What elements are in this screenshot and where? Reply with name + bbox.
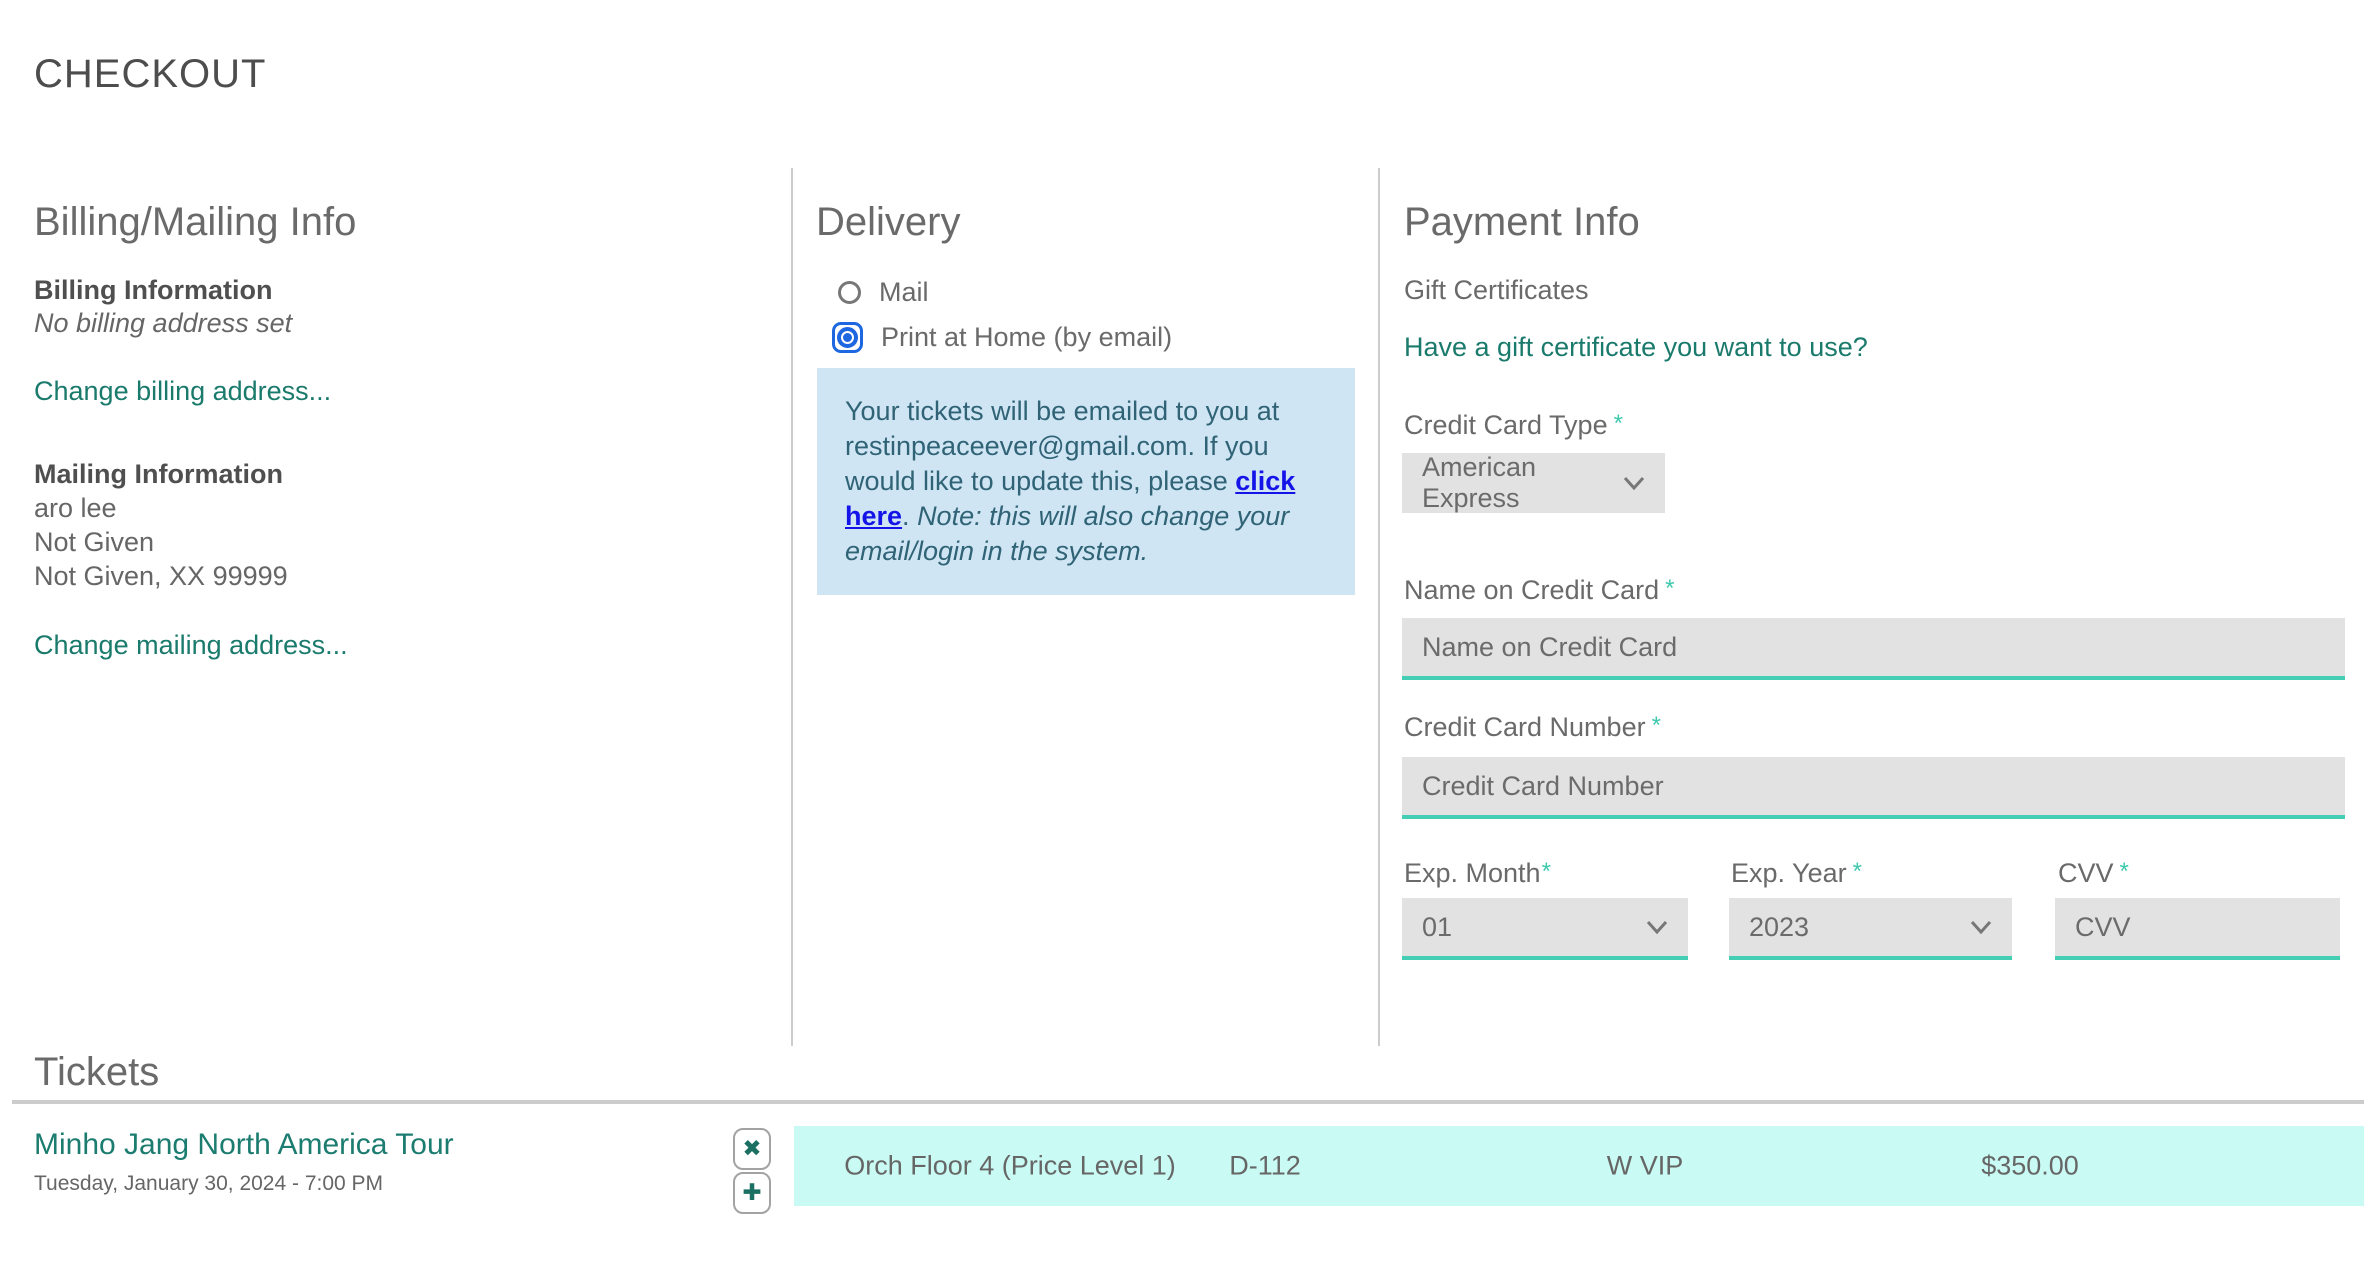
event-datetime: Tuesday, January 30, 2024 - 7:00 PM: [34, 1172, 384, 1195]
exp-month-label: Exp. Month*: [1404, 858, 1551, 888]
notice-note-italic: Note: this will also change your email/l…: [845, 501, 1290, 566]
card-type-value: American Express: [1422, 452, 1537, 513]
click-here-link[interactable]: click here: [845, 466, 1296, 531]
billing-address-value: No billing address set: [34, 308, 293, 338]
ticket-type: W VIP: [1606, 1150, 1684, 1181]
exp-month-select[interactable]: 01: [1402, 898, 1688, 960]
delivery-option-mail[interactable]: Mail: [838, 277, 929, 308]
gift-certificate-link[interactable]: Have a gift certificate you want to use?: [1404, 332, 1868, 362]
remove-ticket-button[interactable]: ✖: [733, 1128, 771, 1170]
cvv-label: CVV *: [2058, 858, 2129, 888]
tickets-divider: [12, 1100, 2364, 1104]
ticket-price: $350.00: [1981, 1150, 2079, 1181]
column-divider: [791, 168, 793, 1046]
cvv-input[interactable]: [2055, 898, 2340, 960]
email-delivery-notice: Your tickets will be emailed to you at r…: [817, 368, 1355, 595]
plus-icon: ✚: [742, 1180, 762, 1206]
notice-text: Your tickets will be emailed to you at r…: [845, 396, 1280, 496]
mailing-street: Not Given: [34, 527, 155, 557]
add-ticket-button[interactable]: ✚: [733, 1172, 771, 1214]
card-number-input[interactable]: [1402, 757, 2345, 819]
delivery-option-mail-label: Mail: [879, 277, 929, 307]
required-asterisk: *: [1852, 858, 1862, 885]
required-asterisk: *: [1651, 712, 1661, 739]
event-title-link[interactable]: Minho Jang North America Tour: [34, 1128, 454, 1161]
ticket-row[interactable]: Orch Floor 4 (Price Level 1) D-112 W VIP…: [794, 1126, 2364, 1206]
x-icon: ✖: [742, 1136, 762, 1162]
required-asterisk: *: [1541, 858, 1551, 885]
column-divider: [1378, 168, 1380, 1046]
delivery-option-print-at-home[interactable]: Print at Home (by email): [832, 322, 1172, 353]
radio-unselected-icon[interactable]: [838, 281, 861, 304]
card-type-label: Credit Card Type *: [1404, 410, 1623, 440]
billing-mailing-heading: Billing/Mailing Info: [34, 200, 357, 244]
delivery-option-print-label: Print at Home (by email): [881, 322, 1173, 352]
gift-certificates-label: Gift Certificates: [1404, 275, 1589, 305]
tickets-heading: Tickets: [34, 1050, 160, 1094]
name-on-card-input[interactable]: [1402, 618, 2345, 680]
mailing-city-state-zip: Not Given, XX 99999: [34, 561, 288, 591]
chevron-down-icon: [1970, 920, 1992, 934]
card-type-select[interactable]: American Express: [1402, 452, 1665, 513]
ticket-seat: D-112: [1229, 1150, 1301, 1181]
card-number-label: Credit Card Number *: [1404, 712, 1661, 742]
ticket-section: Orch Floor 4 (Price Level 1): [844, 1150, 1176, 1181]
change-mailing-address-link[interactable]: Change mailing address...: [34, 630, 348, 660]
mailing-name: aro lee: [34, 493, 117, 523]
required-asterisk: *: [2119, 858, 2129, 885]
exp-year-value: 2023: [1749, 911, 1810, 942]
exp-year-label: Exp. Year *: [1731, 858, 1862, 888]
required-asterisk: *: [1613, 410, 1623, 437]
radio-selected-icon[interactable]: [832, 322, 863, 353]
change-billing-address-link[interactable]: Change billing address...: [34, 376, 332, 406]
chevron-down-icon: [1623, 476, 1645, 490]
mailing-information-label: Mailing Information: [34, 459, 283, 489]
payment-info-heading: Payment Info: [1404, 200, 1640, 244]
exp-month-value: 01: [1422, 911, 1453, 942]
billing-information-label: Billing Information: [34, 275, 273, 305]
chevron-down-icon: [1646, 920, 1668, 934]
delivery-heading: Delivery: [816, 200, 961, 244]
exp-year-select[interactable]: 2023: [1729, 898, 2012, 960]
page-title: CHECKOUT: [34, 52, 267, 96]
required-asterisk: *: [1665, 575, 1675, 602]
name-on-card-label: Name on Credit Card *: [1404, 575, 1675, 605]
